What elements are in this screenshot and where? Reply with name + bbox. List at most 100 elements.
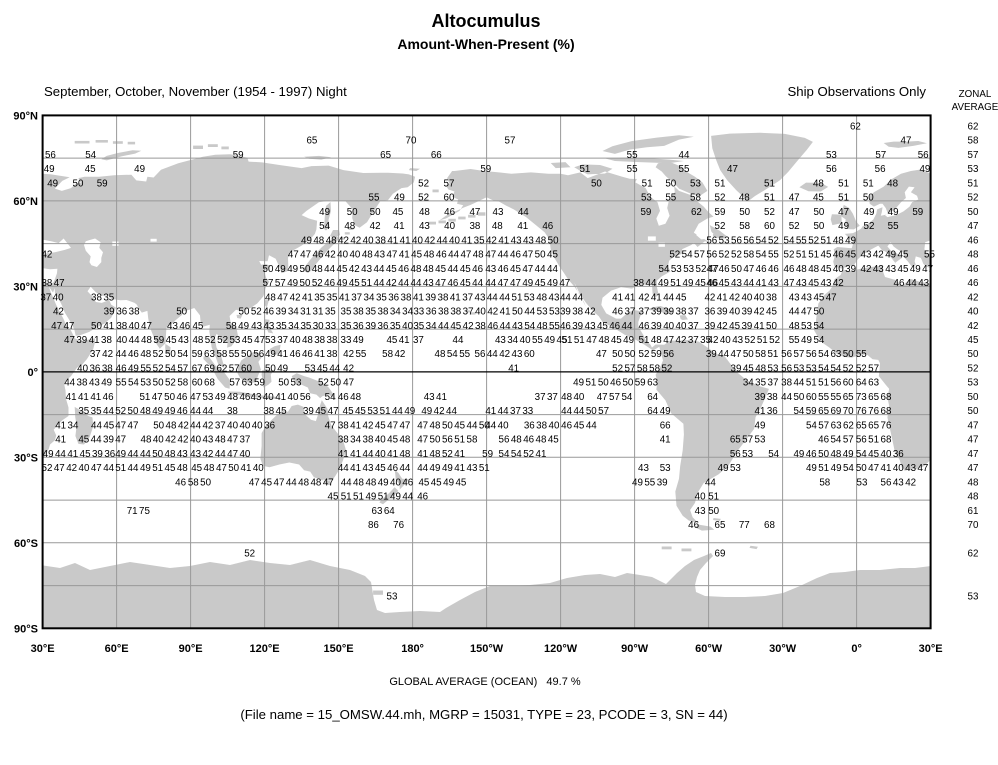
svg-text:46: 46 bbox=[561, 420, 572, 431]
svg-text:30°N: 30°N bbox=[13, 281, 38, 293]
svg-text:52: 52 bbox=[217, 335, 228, 346]
svg-text:43: 43 bbox=[424, 392, 435, 403]
svg-text:38: 38 bbox=[338, 420, 349, 431]
svg-text:57: 57 bbox=[624, 364, 635, 375]
svg-text:46: 46 bbox=[968, 235, 979, 246]
svg-text:September, October, November (: September, October, November (1954 - 199… bbox=[44, 84, 347, 99]
svg-text:47: 47 bbox=[522, 264, 533, 275]
svg-text:50: 50 bbox=[300, 278, 311, 289]
svg-text:39: 39 bbox=[560, 307, 571, 318]
svg-text:44: 44 bbox=[324, 264, 335, 275]
svg-text:60: 60 bbox=[806, 392, 817, 403]
svg-text:40: 40 bbox=[79, 463, 90, 474]
svg-text:41: 41 bbox=[350, 463, 361, 474]
svg-text:62: 62 bbox=[691, 207, 702, 218]
svg-text:41: 41 bbox=[67, 449, 78, 460]
svg-text:47: 47 bbox=[968, 420, 979, 431]
svg-text:49: 49 bbox=[140, 463, 151, 474]
svg-text:47: 47 bbox=[128, 420, 139, 431]
svg-text:58: 58 bbox=[743, 250, 754, 261]
svg-text:62: 62 bbox=[850, 121, 861, 132]
svg-text:55: 55 bbox=[856, 349, 867, 360]
svg-text:45: 45 bbox=[411, 250, 422, 261]
svg-text:42: 42 bbox=[66, 463, 77, 474]
svg-text:45: 45 bbox=[450, 321, 461, 332]
svg-text:50: 50 bbox=[430, 435, 441, 446]
svg-text:49: 49 bbox=[623, 335, 634, 346]
svg-text:35: 35 bbox=[276, 321, 287, 332]
svg-text:47: 47 bbox=[789, 207, 800, 218]
svg-text:51: 51 bbox=[454, 435, 465, 446]
svg-text:50: 50 bbox=[968, 406, 979, 417]
svg-text:48: 48 bbox=[313, 235, 324, 246]
svg-text:48: 48 bbox=[423, 250, 434, 261]
svg-text:44: 44 bbox=[116, 349, 127, 360]
svg-text:31: 31 bbox=[300, 307, 311, 318]
svg-text:37: 37 bbox=[510, 406, 521, 417]
svg-text:56: 56 bbox=[499, 435, 510, 446]
svg-text:48: 48 bbox=[435, 349, 446, 360]
svg-text:42: 42 bbox=[873, 250, 884, 261]
svg-text:50: 50 bbox=[622, 378, 633, 389]
svg-text:43: 43 bbox=[512, 349, 523, 360]
svg-text:73: 73 bbox=[856, 392, 867, 403]
svg-text:43: 43 bbox=[467, 463, 478, 474]
svg-text:44: 44 bbox=[437, 235, 448, 246]
svg-text:47: 47 bbox=[386, 250, 397, 261]
svg-text:37: 37 bbox=[768, 378, 779, 389]
svg-text:51: 51 bbox=[115, 463, 126, 474]
svg-text:45: 45 bbox=[165, 463, 176, 474]
svg-text:40: 40 bbox=[663, 321, 674, 332]
svg-text:47: 47 bbox=[63, 321, 74, 332]
svg-text:38: 38 bbox=[338, 435, 349, 446]
svg-text:59: 59 bbox=[97, 178, 108, 189]
svg-text:45: 45 bbox=[898, 264, 909, 275]
svg-text:41: 41 bbox=[277, 349, 288, 360]
svg-text:57: 57 bbox=[609, 392, 620, 403]
svg-text:45: 45 bbox=[242, 335, 253, 346]
svg-text:53: 53 bbox=[387, 591, 398, 602]
svg-text:69: 69 bbox=[204, 364, 215, 375]
svg-text:50: 50 bbox=[586, 406, 597, 417]
svg-text:49: 49 bbox=[430, 463, 441, 474]
svg-text:48: 48 bbox=[561, 392, 572, 403]
svg-text:46: 46 bbox=[707, 278, 718, 289]
svg-text:37: 37 bbox=[239, 435, 250, 446]
svg-text:51: 51 bbox=[562, 335, 573, 346]
svg-text:50: 50 bbox=[818, 449, 829, 460]
svg-text:48: 48 bbox=[165, 449, 176, 460]
svg-text:40: 40 bbox=[720, 335, 731, 346]
svg-text:34: 34 bbox=[402, 307, 413, 318]
svg-text:57: 57 bbox=[177, 364, 188, 375]
svg-text:45: 45 bbox=[349, 278, 360, 289]
svg-text:49: 49 bbox=[885, 250, 896, 261]
svg-text:46: 46 bbox=[706, 278, 717, 289]
svg-text:45: 45 bbox=[78, 435, 89, 446]
svg-text:37: 37 bbox=[688, 307, 699, 318]
svg-text:48: 48 bbox=[265, 292, 276, 303]
svg-text:40: 40 bbox=[290, 335, 301, 346]
svg-text:44: 44 bbox=[374, 264, 385, 275]
svg-text:42: 42 bbox=[905, 477, 916, 488]
svg-text:45: 45 bbox=[192, 321, 203, 332]
svg-text:47: 47 bbox=[708, 264, 719, 275]
svg-text:60: 60 bbox=[241, 364, 252, 375]
svg-text:40: 40 bbox=[375, 449, 386, 460]
svg-text:41: 41 bbox=[461, 235, 472, 246]
svg-text:58: 58 bbox=[968, 136, 979, 147]
svg-text:45: 45 bbox=[375, 420, 386, 431]
svg-text:45: 45 bbox=[821, 250, 832, 261]
svg-text:86: 86 bbox=[368, 520, 379, 531]
svg-text:49: 49 bbox=[115, 449, 126, 460]
svg-text:45: 45 bbox=[597, 321, 608, 332]
svg-text:48: 48 bbox=[739, 193, 750, 204]
svg-text:54: 54 bbox=[843, 463, 854, 474]
svg-text:42: 42 bbox=[424, 235, 435, 246]
svg-text:49: 49 bbox=[718, 463, 729, 474]
svg-text:41: 41 bbox=[302, 292, 313, 303]
svg-text:76: 76 bbox=[881, 420, 892, 431]
svg-text:40: 40 bbox=[549, 420, 560, 431]
svg-text:41: 41 bbox=[754, 321, 765, 332]
svg-text:51: 51 bbox=[639, 335, 650, 346]
svg-text:46: 46 bbox=[447, 278, 458, 289]
